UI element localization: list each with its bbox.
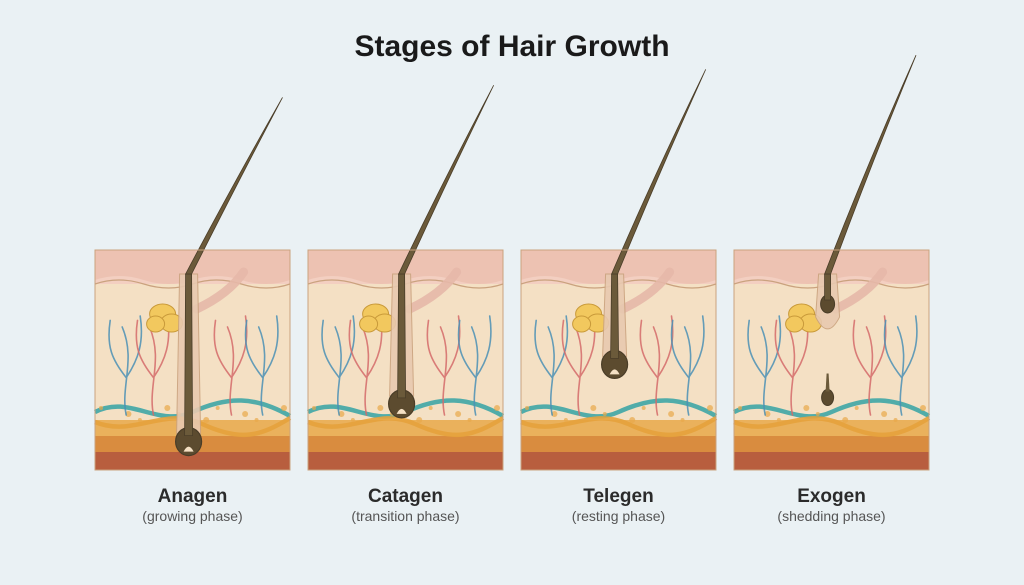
stage-name: Anagen bbox=[142, 486, 242, 508]
stage-panel: Telegen(resting phase) bbox=[521, 250, 716, 524]
skin-cross-section bbox=[734, 250, 929, 470]
stage-panel: Exogen(shedding phase) bbox=[734, 250, 929, 524]
stage-name: Telegen bbox=[572, 486, 665, 508]
stage-caption: Telegen(resting phase) bbox=[572, 486, 665, 524]
stage-phase: (shedding phase) bbox=[777, 508, 885, 524]
stage-phase: (transition phase) bbox=[351, 508, 459, 524]
skin-cross-section bbox=[95, 250, 290, 470]
stage-panels: Anagen(growing phase) Catagen(transition… bbox=[0, 250, 1024, 524]
skin-cross-section bbox=[521, 250, 716, 470]
stage-panel: Anagen(growing phase) bbox=[95, 250, 290, 524]
stage-phase: (resting phase) bbox=[572, 508, 665, 524]
stage-caption: Exogen(shedding phase) bbox=[777, 486, 885, 524]
stage-name: Catagen bbox=[351, 486, 459, 508]
stage-caption: Anagen(growing phase) bbox=[142, 486, 242, 524]
stage-caption: Catagen(transition phase) bbox=[351, 486, 459, 524]
stage-panel: Catagen(transition phase) bbox=[308, 250, 503, 524]
stage-name: Exogen bbox=[777, 486, 885, 508]
diagram-container: Stages of Hair Growth Anagen(growing pha… bbox=[0, 0, 1024, 585]
diagram-title: Stages of Hair Growth bbox=[0, 30, 1024, 64]
skin-cross-section bbox=[308, 250, 503, 470]
stage-phase: (growing phase) bbox=[142, 508, 242, 524]
